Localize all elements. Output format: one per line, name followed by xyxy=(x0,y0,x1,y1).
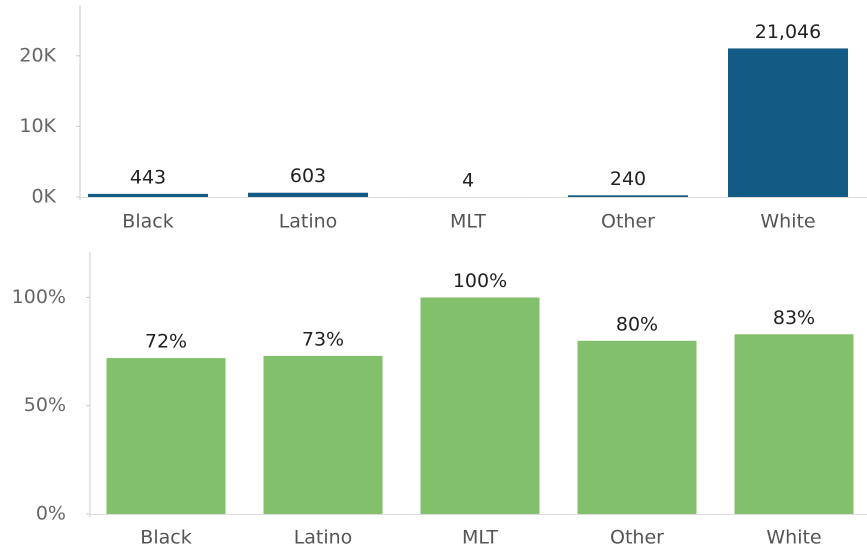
x-tick-label: Black xyxy=(140,527,191,549)
x-tick-label: MLT xyxy=(462,527,498,549)
data-label: 443 xyxy=(130,166,166,188)
y-tick-label: 10K xyxy=(19,115,56,137)
data-label: 603 xyxy=(290,165,326,187)
x-tick-label: White xyxy=(760,211,815,233)
bar xyxy=(568,195,688,197)
bar xyxy=(728,48,848,197)
y-tick-label: 20K xyxy=(19,44,56,66)
bar xyxy=(88,193,208,197)
data-label: 240 xyxy=(610,168,646,190)
bar xyxy=(577,340,697,514)
bar xyxy=(248,192,368,197)
data-label: 73% xyxy=(302,328,344,350)
y-tick-label: 100% xyxy=(12,286,66,308)
x-tick-label: White xyxy=(766,527,821,549)
data-label: 83% xyxy=(773,307,815,329)
x-tick-label: Latino xyxy=(294,527,353,549)
bar xyxy=(420,297,540,514)
y-tick-label: 0% xyxy=(36,503,66,525)
data-label: 4 xyxy=(462,169,474,191)
data-label: 100% xyxy=(453,270,507,292)
data-label: 21,046 xyxy=(755,21,821,43)
y-tick-label: 0K xyxy=(31,186,56,208)
x-tick-label: Other xyxy=(601,211,655,233)
x-tick-label: Latino xyxy=(279,211,338,233)
y-tick-label: 50% xyxy=(24,394,66,416)
x-tick-label: MLT xyxy=(450,211,486,233)
data-label: 72% xyxy=(145,331,187,353)
bar xyxy=(263,355,383,514)
x-tick-label: Black xyxy=(122,211,173,233)
x-tick-label: Other xyxy=(610,527,664,549)
data-label: 80% xyxy=(616,313,658,335)
bar xyxy=(734,334,854,514)
bar xyxy=(106,358,226,514)
